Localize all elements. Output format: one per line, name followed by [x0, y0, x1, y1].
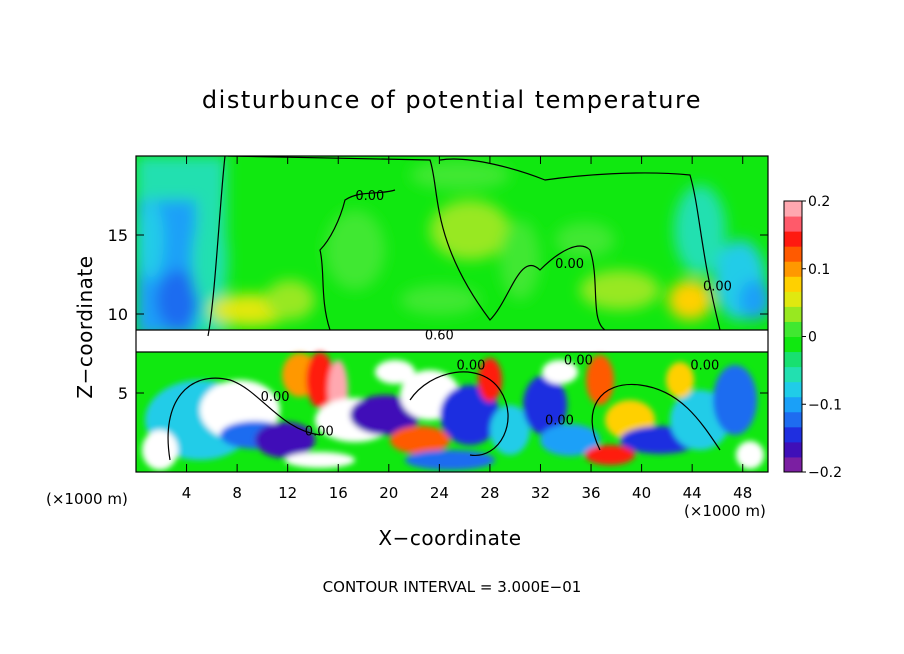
colorbar: 0.2 0.1 0 −0.1 −0.2: [783, 194, 842, 481]
x-tick-label: 20: [379, 484, 398, 502]
y-axis: 5 10 15: [108, 226, 768, 403]
x-tick-label: 44: [683, 484, 702, 502]
x-tick-label: 36: [581, 484, 600, 502]
colorbar-swatch: [784, 201, 802, 217]
colorbar-swatch: [784, 351, 802, 368]
x-tick-label: 40: [632, 484, 651, 502]
colorbar-swatch: [784, 396, 802, 413]
colorbar-swatch: [784, 381, 802, 398]
colorbar-tick-label: 0.1: [808, 262, 830, 278]
contour-label: 0.00: [456, 358, 485, 373]
colorbar-swatch: [784, 231, 802, 247]
x-tick-label: 48: [733, 484, 752, 502]
y-tick-label: 5: [118, 384, 128, 403]
colorbar-swatch: [784, 261, 802, 277]
contour-labels: 0.000.000.000.600.00 0.00 0.000.000.000.00: [261, 189, 732, 439]
colorbar-tick-label: 0: [808, 330, 817, 346]
contour-label: 0.00: [564, 354, 593, 369]
x-tick-label: 32: [531, 484, 550, 502]
x-axis-label: X−coordinate: [378, 526, 522, 550]
contour-label: 0.00: [355, 189, 384, 204]
colorbar-swatch: [784, 306, 802, 322]
colorbar-swatch: [784, 216, 802, 232]
colorbar-swatch: [784, 366, 802, 383]
chart-title: disturbunce of potential temperature: [201, 86, 703, 114]
x-tick-label: 16: [329, 484, 348, 502]
colorbar-swatch: [784, 276, 802, 292]
colorbar-tick-label: 0.2: [808, 194, 830, 210]
colorbar-swatch: [784, 336, 802, 353]
colorbar-tick-label: −0.2: [808, 465, 842, 481]
colorbar-swatch: [784, 441, 802, 458]
x-unit-label-left: (×1000 m): [46, 490, 128, 508]
contour-label: 0.00: [555, 257, 584, 272]
contour-label: 0.00: [545, 414, 574, 429]
colorbar-swatch: [784, 321, 802, 337]
colorbar-swatch: [784, 291, 802, 307]
x-tick-label: 4: [182, 484, 192, 502]
y-tick-label: 10: [108, 305, 128, 324]
colorbar-swatch: [784, 456, 802, 473]
x-tick-label: 24: [430, 484, 449, 502]
colorbar-swatch: [784, 411, 802, 428]
field-image: [136, 156, 768, 472]
y-tick-label: 15: [108, 226, 128, 245]
colorbar-swatch: [784, 246, 802, 262]
x-unit-label-right: (×1000 m): [684, 502, 766, 520]
y-axis-label: Z−coordinate: [73, 255, 97, 399]
contour-interval-note: CONTOUR INTERVAL = 3.000E−01: [322, 578, 582, 596]
colorbar-tick-label: −0.1: [808, 397, 842, 413]
contour-label: 0.00: [703, 279, 732, 294]
colorbar-swatch: [784, 426, 802, 443]
contour-label: 0.00: [305, 425, 334, 440]
x-tick-label: 28: [480, 484, 499, 502]
x-tick-label: 12: [278, 484, 297, 502]
contour-label: 0.60: [425, 328, 454, 343]
x-axis: 4 8 12 16 20 24 28 32 36 40 44 48: [182, 156, 752, 502]
contour-label: 0.00: [261, 390, 290, 405]
x-tick-label: 8: [232, 484, 242, 502]
contour-label: 0.00: [690, 358, 719, 373]
